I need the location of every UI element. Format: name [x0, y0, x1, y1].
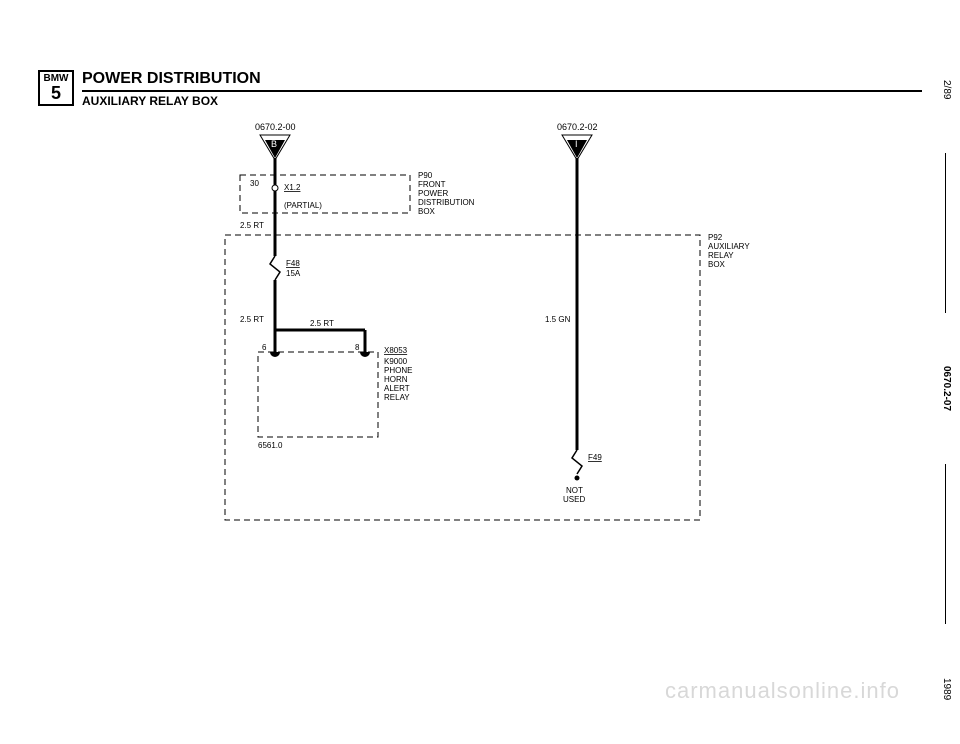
k9000-pin6: 6 [262, 343, 267, 352]
watermark: carmanualsonline.info [665, 678, 900, 704]
ref-left: 0670.2-00 [255, 122, 296, 132]
k9000-pin8: 8 [355, 343, 360, 352]
wire-label-2: 2.5 RT [240, 315, 264, 324]
wire-label-4: 1.5 GN [545, 315, 571, 324]
notused-l2: USED [563, 495, 585, 504]
p90-line4: DISTRIBUTION [418, 198, 475, 207]
arrow-right-label: I [575, 139, 578, 149]
k9000-l2: PHONE [384, 366, 412, 375]
p92-line2: AUXILIARY [708, 242, 750, 251]
k9000-pin8-arc [360, 352, 370, 357]
fuse-f48-symbol [270, 256, 280, 280]
k9000-conn: X8053 [384, 346, 408, 355]
k9000-l4: ALERT [384, 384, 410, 393]
p90-conn: X1.2 [284, 183, 301, 192]
p90-line3: POWER [418, 189, 448, 198]
arrow-right: I [562, 135, 592, 160]
p90-line2: FRONT [418, 180, 446, 189]
fuse-f48-amp: 15A [286, 269, 301, 278]
p90-connector [272, 185, 278, 191]
fuse-f49-label: F49 [588, 453, 602, 462]
arrow-left-label: B [271, 139, 277, 149]
p92-line3: RELAY [708, 251, 734, 260]
k9000-l1: K9000 [384, 357, 408, 366]
p90-line1: P90 [418, 171, 433, 180]
p90-box [240, 175, 410, 213]
k9000-box [258, 352, 378, 437]
k9000-pin6-arc [270, 352, 280, 357]
wiring-diagram: 0670.2-00 0670.2-02 B I 30 X1.2 (PARTIAL… [0, 0, 960, 744]
fuse-f49-symbol [572, 450, 582, 474]
p90-line5: BOX [418, 207, 436, 216]
p90-note: (PARTIAL) [284, 201, 322, 210]
k9000-l5: RELAY [384, 393, 410, 402]
fuse-f48-label: F48 [286, 259, 300, 268]
notused-l1: NOT [566, 486, 583, 495]
k9000-ref: 6561.0 [258, 441, 283, 450]
p92-line4: BOX [708, 260, 726, 269]
p90-pin: 30 [250, 179, 259, 188]
wire-label-1: 2.5 RT [240, 221, 264, 230]
ref-right: 0670.2-02 [557, 122, 598, 132]
wire-label-3: 2.5 RT [310, 319, 334, 328]
arrow-left: B [260, 135, 290, 160]
page: BMW 5 POWER DISTRIBUTION AUXILIARY RELAY… [0, 0, 960, 744]
k9000-l3: HORN [384, 375, 408, 384]
p92-line1: P92 [708, 233, 723, 242]
f49-term [575, 476, 580, 481]
